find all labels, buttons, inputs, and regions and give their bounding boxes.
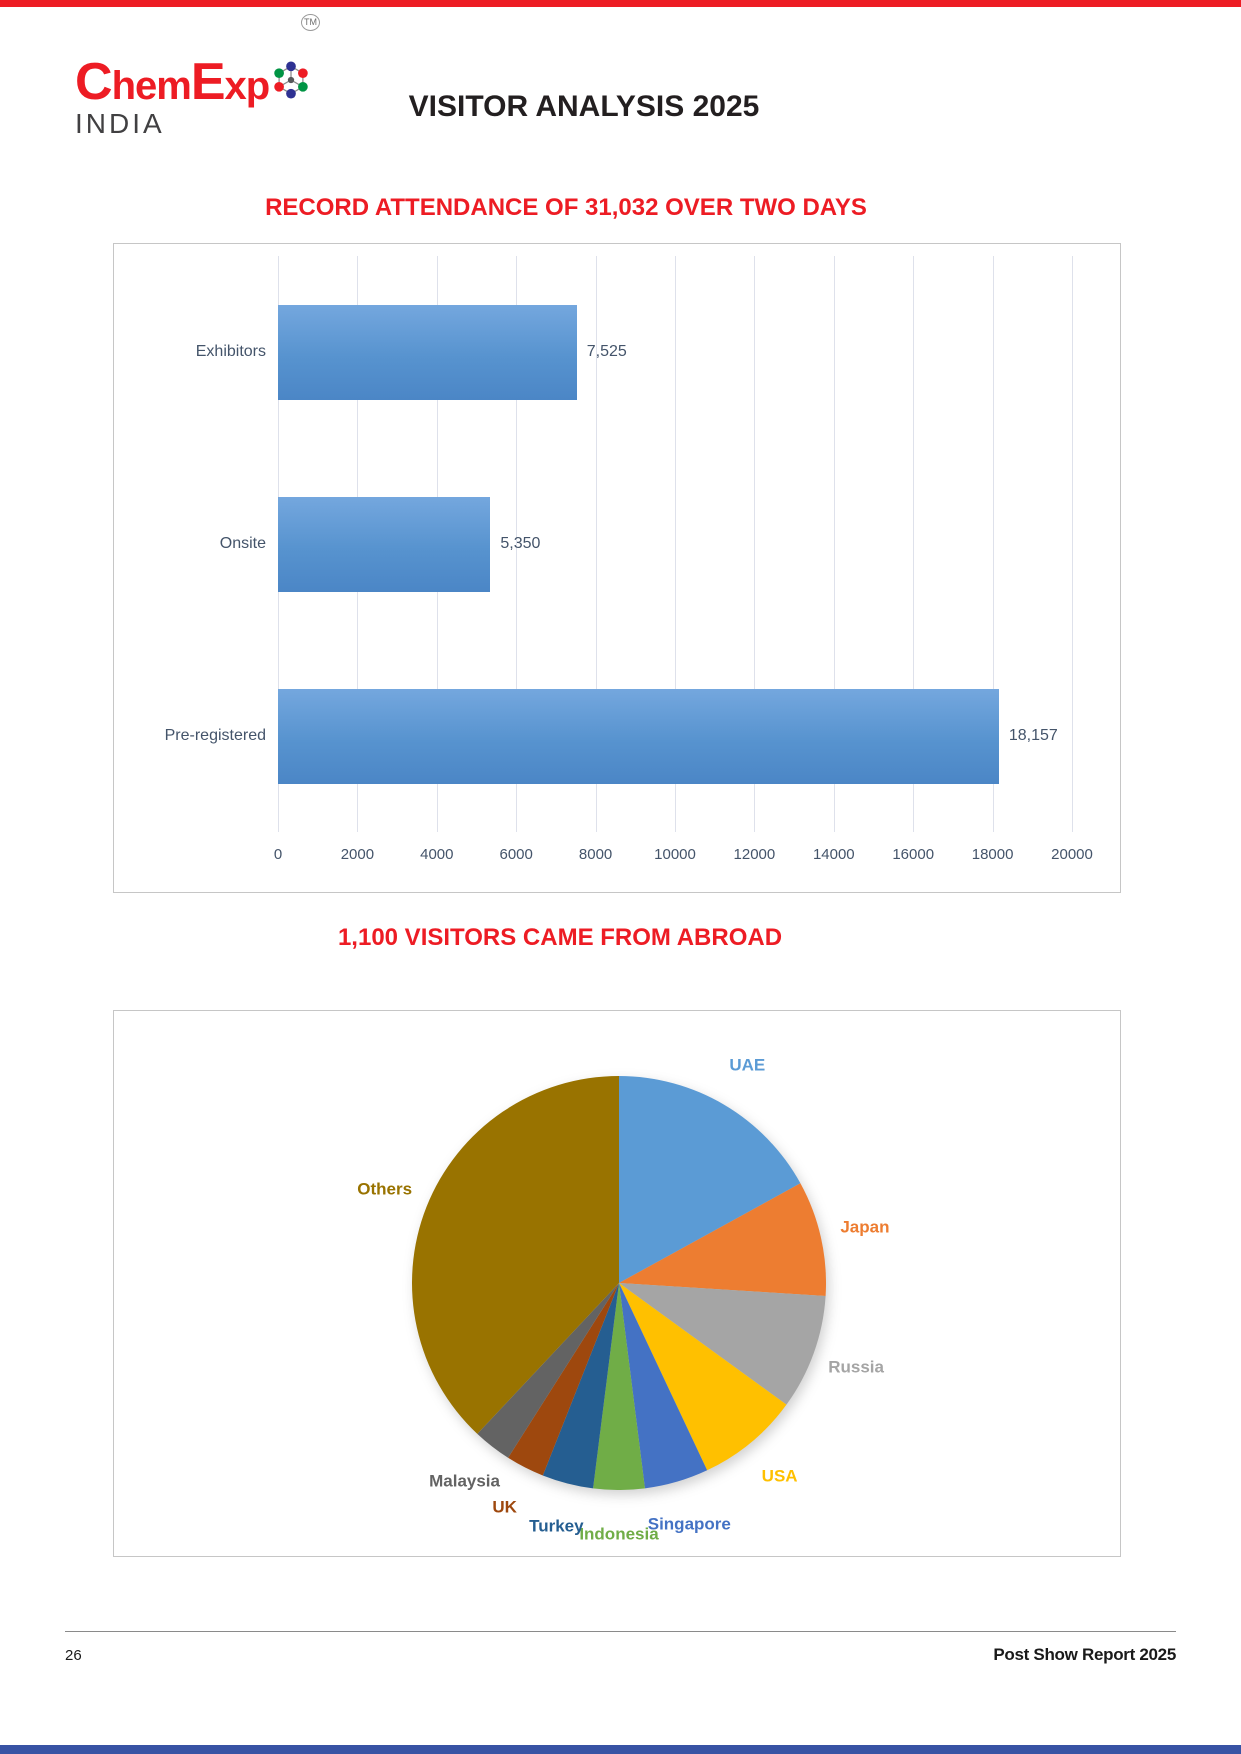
page-title: VISITOR ANALYSIS 2025 (408, 90, 760, 123)
pie-label-others: Others38% (357, 1178, 412, 1203)
x-axis-tick: 18000 (971, 846, 1014, 863)
x-axis-tick: 8000 (578, 846, 613, 863)
pie-label-text: UAE (729, 1055, 766, 1075)
pie-label-turkey: Turkey4% (529, 1515, 584, 1540)
gridline (913, 256, 915, 832)
gridline (675, 256, 676, 832)
section-heading-abroad: 1,100 VISITORS CAME FROM ABROAD (337, 924, 783, 951)
pie-label-text: Turkey (529, 1516, 584, 1536)
pie-label-singapore: Singapore5% (648, 1513, 731, 1538)
pie-label-text: Japan (840, 1217, 890, 1237)
chemexpo-logo: ChemExp (75, 14, 320, 140)
pie-label-text: Indonesia (579, 1524, 659, 1544)
gridline (1072, 256, 1073, 832)
value-label: 18,157 (1008, 727, 1058, 744)
logo-text-india: INDIA (75, 108, 165, 139)
pie-label-text: UK (492, 1497, 517, 1517)
bottom-blue-strip (0, 1745, 1241, 1754)
category-label: Pre-registered (164, 727, 266, 744)
footer: 26 Post Show Report 2025 (65, 1645, 1176, 1665)
pie-label-uae: UAE17% (729, 1054, 765, 1079)
category-label: Onsite (219, 535, 266, 552)
pie-graphic (412, 1076, 826, 1490)
report-title: Post Show Report 2025 (993, 1645, 1176, 1664)
pie-slice-uae (619, 1076, 801, 1283)
top-red-strip (0, 0, 1241, 7)
pie-slice-russia (619, 1283, 826, 1405)
bar-exhibitors (278, 304, 577, 400)
pie-label-text: Singapore (647, 1514, 731, 1534)
pie-slice-indonesia (593, 1283, 645, 1490)
category-label: Exhibitors (195, 343, 266, 360)
footer-divider (65, 1631, 1176, 1632)
x-axis-tick: 0 (273, 846, 283, 863)
pie-label-text: Russia (828, 1358, 884, 1378)
x-axis-tick: 20000 (1051, 846, 1093, 863)
molecule-icon (271, 60, 311, 104)
pie-slice-malaysia (477, 1283, 619, 1458)
trademark-symbol: TM (301, 14, 320, 31)
pie-label-malaysia: Malaysia3% (429, 1470, 500, 1495)
logo-wordmark: ChemExp (75, 14, 320, 111)
pie-label-text: Malaysia (429, 1471, 500, 1491)
x-axis-tick: 6000 (499, 846, 533, 863)
gridline (595, 256, 597, 832)
gridline (833, 256, 835, 832)
gridline (754, 256, 756, 832)
pie-slice-singapore (619, 1283, 708, 1489)
gridline (992, 256, 994, 832)
x-axis-tick: 14000 (812, 846, 855, 863)
pie-slice-others (412, 1076, 619, 1434)
attendance-bar-chart: 0 2000 4000 6000 8000 10000 12000 14000 16000 180… (113, 243, 1121, 893)
logo-text-chem: ChemExp (75, 53, 270, 111)
pie-slice-uk (508, 1283, 619, 1476)
bar-onsite (278, 496, 491, 592)
abroad-pie-chart: UAE17% Japan9% Russia9% USA8% Singapore5%Ind… (113, 1010, 1121, 1557)
pie-label-usa: USA8% (762, 1465, 798, 1490)
pie-label-text: USA (761, 1466, 798, 1486)
x-axis-tick: 10000 (654, 846, 696, 863)
x-axis-tick: 4000 (420, 846, 454, 863)
x-axis-tick: 12000 (733, 846, 776, 863)
gridline (516, 256, 518, 832)
value-label: 5,350 (500, 535, 541, 552)
pie-slice-turkey (542, 1283, 619, 1489)
pie-slice-usa (619, 1283, 787, 1471)
pie-label-uk: UK3% (492, 1495, 517, 1520)
section-heading-attendance: RECORD ATTENDANCE OF 31,032 OVER TWO DAY… (265, 194, 867, 221)
pie-label-japan: Japan9% (840, 1216, 889, 1241)
x-axis-tick: 2000 (340, 846, 375, 863)
pie-slice-japan (619, 1183, 826, 1296)
pie-label-text: Others (357, 1179, 413, 1199)
pie-label-russia: Russia9% (828, 1356, 884, 1381)
bar-pre-registered (278, 688, 999, 784)
x-axis-tick: 16000 (892, 846, 935, 863)
pie-label-indonesia: Indonesia4% (579, 1523, 658, 1548)
value-label: 7,525 (586, 343, 627, 360)
page-number: 26 (65, 1647, 82, 1664)
